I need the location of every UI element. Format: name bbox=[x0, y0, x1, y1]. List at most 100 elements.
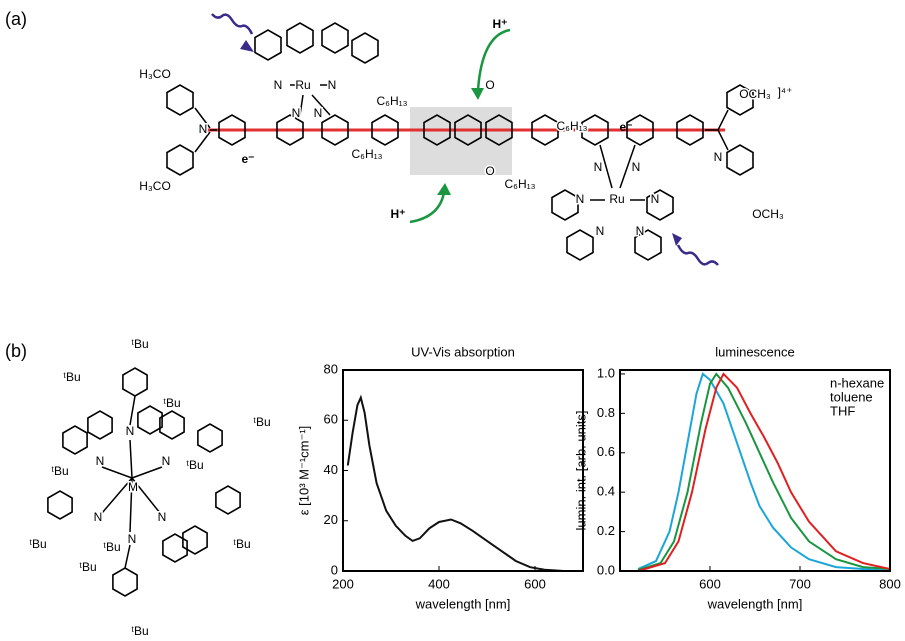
atom-label: C₆H₁₃ bbox=[351, 147, 382, 161]
arrowhead bbox=[672, 233, 682, 246]
bond bbox=[717, 129, 729, 151]
atom-label: ᵗBu bbox=[63, 370, 80, 384]
atom-label: N bbox=[328, 78, 337, 92]
y-tick-label: 20 bbox=[324, 512, 338, 527]
atom-label: ᵗBu bbox=[29, 537, 46, 551]
atom-label: ᵗBu bbox=[103, 540, 120, 554]
y-axis-label: lumin. int. [arb. units] bbox=[573, 411, 588, 531]
ring bbox=[47, 490, 73, 520]
y-tick-label: 0.0 bbox=[597, 562, 615, 577]
legend-entry: toluene bbox=[830, 389, 873, 404]
y-tick-label: 0.8 bbox=[597, 405, 615, 420]
atom-label: OCH₃ bbox=[739, 87, 771, 101]
x-tick-label: 700 bbox=[789, 576, 811, 591]
chart: UV-Vis absorption wavelength [nm] ε [10³ M… bbox=[296, 344, 584, 611]
atom-label: H₃CO bbox=[139, 179, 171, 193]
ring bbox=[159, 410, 185, 440]
x-tick-label: 600 bbox=[524, 576, 546, 591]
line-series bbox=[637, 372, 891, 571]
ring bbox=[646, 189, 674, 221]
panel-label: (b) bbox=[5, 341, 27, 361]
ring bbox=[321, 114, 349, 146]
ring bbox=[276, 114, 304, 146]
atom-label: N bbox=[162, 454, 171, 468]
atom-label: N bbox=[126, 424, 135, 438]
ring bbox=[254, 29, 282, 61]
x-tick-label: 200 bbox=[332, 576, 354, 591]
atom-label: ᵗBu bbox=[186, 458, 203, 472]
ring bbox=[726, 144, 754, 176]
atom-label: M bbox=[128, 480, 138, 494]
atom-label: N bbox=[594, 160, 603, 174]
arrowhead bbox=[471, 88, 484, 100]
panel-label: (a) bbox=[5, 9, 27, 29]
atom-label: ]⁴⁺ bbox=[778, 85, 793, 99]
y-tick-label: 0.2 bbox=[597, 523, 615, 538]
ring bbox=[122, 367, 148, 397]
ring bbox=[454, 114, 482, 146]
atom-label: e⁻ bbox=[619, 120, 632, 134]
ring bbox=[423, 114, 451, 146]
ring bbox=[581, 114, 609, 146]
atom-label: H⁺ bbox=[391, 207, 406, 221]
y-tick-label: 0.4 bbox=[597, 484, 615, 499]
atom-label: Ru bbox=[609, 192, 624, 206]
atom-label: e⁻ bbox=[241, 152, 254, 166]
atom-label: C₆H₁₃ bbox=[376, 94, 407, 108]
x-axis-label: wavelength [nm] bbox=[415, 596, 511, 611]
bond bbox=[299, 94, 304, 116]
atom-label: N bbox=[274, 78, 283, 92]
plot-frame bbox=[619, 369, 891, 572]
ring bbox=[485, 114, 513, 146]
atom-label: N bbox=[158, 510, 167, 524]
y-tick-label: 80 bbox=[324, 361, 338, 376]
atom-label: N bbox=[199, 122, 208, 136]
proton-arrow bbox=[476, 28, 511, 91]
ring bbox=[566, 229, 594, 261]
chart-title: luminescence bbox=[715, 344, 795, 359]
ring bbox=[626, 114, 654, 146]
atom-label: N bbox=[714, 150, 723, 164]
ring bbox=[112, 567, 138, 597]
ring bbox=[634, 229, 662, 261]
bond bbox=[311, 94, 331, 116]
atom-label: N bbox=[96, 454, 105, 468]
atom-label: ᵗBu bbox=[131, 337, 148, 351]
bond bbox=[129, 439, 133, 479]
bond bbox=[131, 466, 163, 479]
atom-label: ᵗBu bbox=[163, 396, 180, 410]
line-series bbox=[637, 372, 891, 572]
ring bbox=[371, 114, 399, 146]
line-series bbox=[346, 394, 583, 572]
atom-label: N bbox=[128, 532, 137, 546]
ring bbox=[182, 525, 208, 555]
ring bbox=[676, 114, 704, 146]
y-axis-label: ε [10³ M⁻¹cm⁻¹] bbox=[296, 426, 311, 516]
atom-label: ᵗBu bbox=[253, 415, 270, 429]
bond bbox=[129, 477, 133, 533]
proton-arrow bbox=[409, 191, 446, 224]
atom-label: N bbox=[94, 510, 103, 524]
bond bbox=[101, 477, 133, 514]
ring bbox=[351, 32, 379, 64]
atom-label: N bbox=[651, 192, 660, 206]
ring bbox=[286, 22, 314, 54]
light-arrow bbox=[211, 13, 254, 35]
y-tick-label: 1.0 bbox=[597, 365, 615, 380]
x-tick-label: 600 bbox=[699, 576, 721, 591]
atom-label: C₆H₁₃ bbox=[504, 177, 535, 191]
bond bbox=[619, 144, 636, 189]
ring bbox=[321, 22, 349, 54]
x-tick-label: 400 bbox=[428, 576, 450, 591]
bond bbox=[129, 395, 136, 426]
atom-label: H₃CO bbox=[139, 67, 171, 81]
ring bbox=[726, 84, 754, 116]
bond bbox=[101, 466, 133, 479]
atom-label: O bbox=[485, 78, 494, 92]
legend-entry: THF bbox=[830, 403, 855, 418]
atom-label: O bbox=[485, 164, 494, 178]
legend-entry: n-hexane bbox=[830, 375, 884, 390]
x-axis-label: wavelength [nm] bbox=[707, 596, 803, 611]
atom-label: N bbox=[632, 160, 641, 174]
